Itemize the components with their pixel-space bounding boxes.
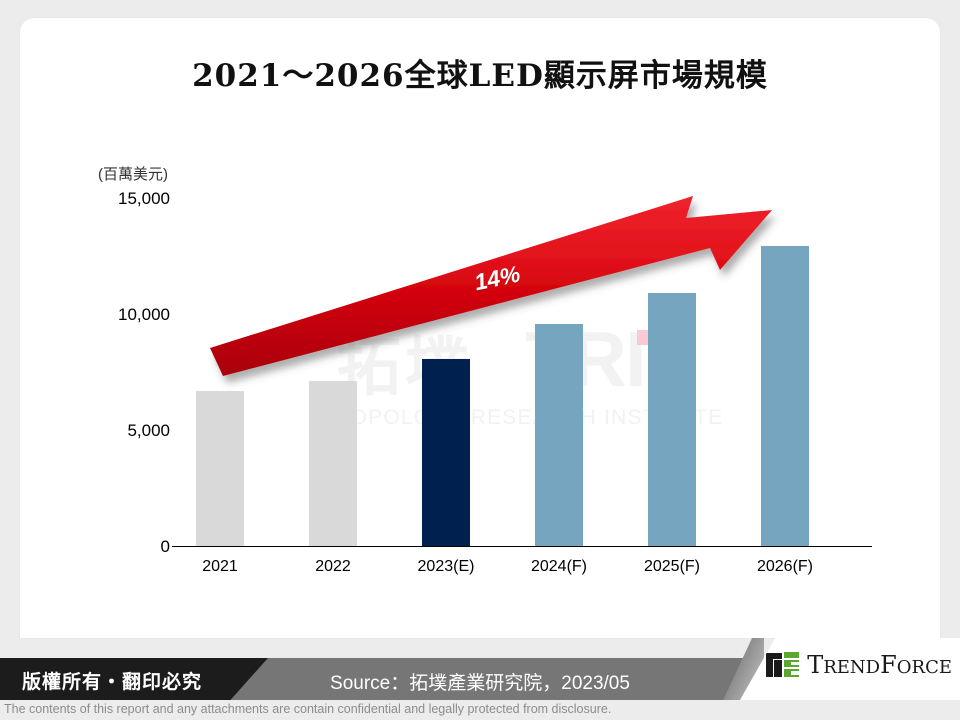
copyright-tab [0, 658, 268, 700]
logo-plate: TRENDFORCE [740, 638, 960, 700]
x-axis-line [172, 546, 872, 547]
copyright-text: 版權所有・翻印必究 [22, 672, 203, 693]
source-text: Source：拓墣產業研究院，2023/05 [330, 673, 630, 694]
y-tick-0: 0 [160, 537, 170, 556]
bar-2021[interactable] [196, 391, 244, 546]
x-label-2025: 2025(F) [643, 558, 701, 575]
x-label-2022: 2022 [315, 558, 351, 575]
bar-2025[interactable] [648, 293, 696, 546]
trendforce-wordmark: TRENDFORCE [807, 651, 952, 679]
trendforce-logo[interactable]: TRENDFORCE [766, 651, 952, 679]
logo-rest-rend: REND [823, 657, 881, 678]
disclaimer-text: The contents of this report and any atta… [4, 702, 612, 716]
cagr-label: 14% [472, 260, 523, 296]
bar-2023[interactable] [422, 359, 470, 546]
x-label-2026: 2026(F) [756, 558, 814, 575]
y-tick-15000: 15,000 [118, 189, 170, 208]
x-label-2021: 2021 [202, 558, 238, 575]
footer: 版權所有・翻印必究 Source：拓墣產業研究院，2023/05 TRENDFO… [0, 638, 960, 720]
bar-chart: (百萬美元) 15,000 10,000 5,000 0 拓墣 TRI TOPO… [20, 18, 940, 638]
logo-cap-f: F [880, 651, 897, 679]
page-title: 2021～2026全球LED顯示屏市場規模 [192, 58, 768, 94]
bar-2022[interactable] [309, 381, 357, 546]
logo-rest-orce: ORCE [896, 657, 952, 678]
bar-2024[interactable] [535, 323, 583, 546]
slide-card: 2021～2026全球LED顯示屏市場規模 (百萬美元) 15,000 10,0… [20, 18, 940, 638]
bar-2026[interactable] [761, 246, 809, 546]
watermark: 拓墣 TRI TOPOLOGY RESEARCH INSTITUTE [325, 315, 722, 438]
x-label-2023: 2023(E) [417, 558, 475, 575]
y-tick-10000: 10,000 [118, 305, 170, 324]
x-label-2024: 2024(F) [530, 558, 588, 575]
y-tick-5000: 5,000 [127, 421, 170, 440]
logo-cap-t: T [807, 651, 824, 679]
trendforce-mark-icon [766, 652, 800, 677]
y-axis-unit-label: (百萬美元) [98, 166, 168, 183]
